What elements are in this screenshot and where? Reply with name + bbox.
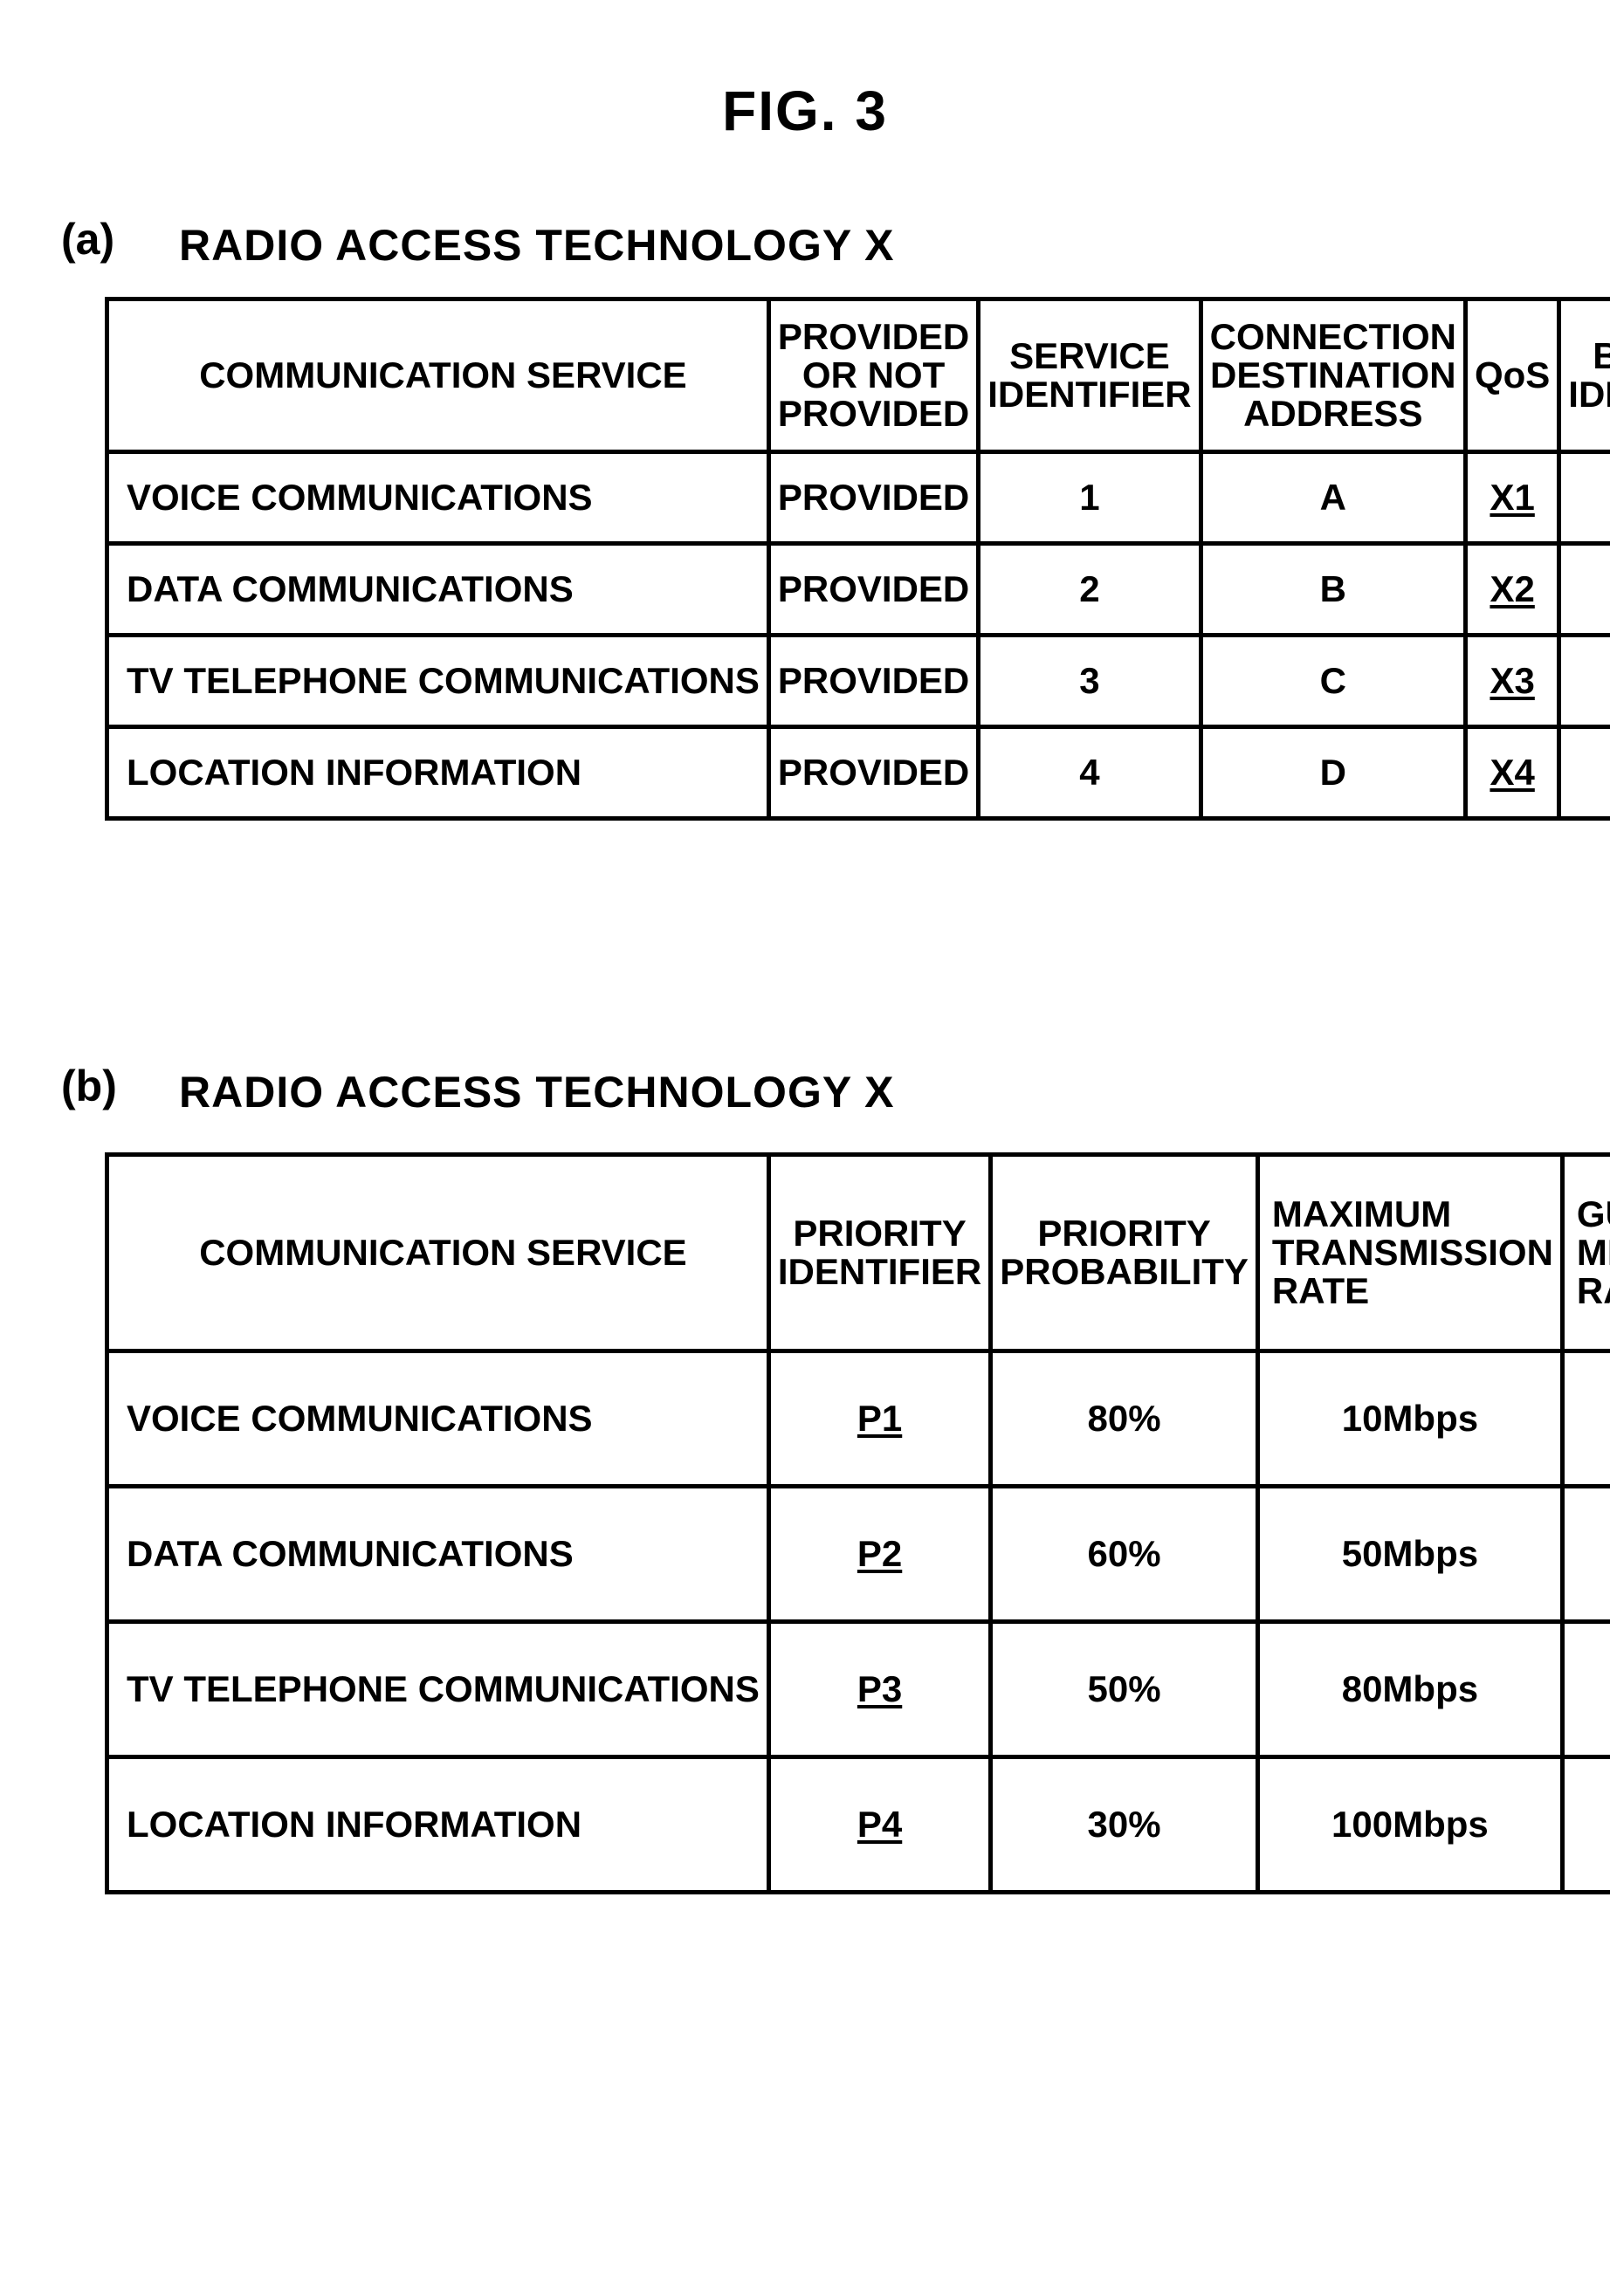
cell-maxrate: 80Mbps <box>1257 1622 1562 1757</box>
section-a-heading: RADIO ACCESS TECHNOLOGY X <box>179 220 895 271</box>
figure-title: FIG. 3 <box>0 79 1610 143</box>
cell-minrate: 5Mbps <box>1562 1351 1610 1487</box>
table-a-header-row: COMMUNICATION SERVICE PROVIDED OR NOT PR… <box>107 299 1610 452</box>
cell-priorityid: P3 <box>768 1622 990 1757</box>
cell-maxrate: 10Mbps <box>1257 1351 1562 1487</box>
cell-qos: X4 <box>1465 727 1558 819</box>
cell-qos: X3 <box>1465 636 1558 727</box>
section-b-label: (b) <box>61 1061 117 1111</box>
cell-provided: PROVIDED <box>768 636 978 727</box>
cell-service: TV TELEPHONE COMMUNICATIONS <box>107 1622 769 1757</box>
col-header-minrate: GUARANTEED MINIMUM RATE <box>1562 1155 1610 1351</box>
cell-bearer: B3 <box>1559 636 1610 727</box>
col-header-connaddr: CONNECTION DESTINATION ADDRESS <box>1201 299 1465 452</box>
col-header-qos: QoS <box>1465 299 1558 452</box>
table-b-wrap: COMMUNICATION SERVICE PRIORITY IDENTIFIE… <box>105 1152 1610 1894</box>
cell-provided: PROVIDED <box>768 544 978 636</box>
table-row: VOICE COMMUNICATIONS P1 80% 10Mbps 5Mbps <box>107 1351 1610 1487</box>
cell-service: LOCATION INFORMATION <box>107 727 769 819</box>
table-a: COMMUNICATION SERVICE PROVIDED OR NOT PR… <box>105 297 1610 821</box>
col-header-priorityid: PRIORITY IDENTIFIER <box>768 1155 990 1351</box>
col-header-service: COMMUNICATION SERVICE <box>107 299 769 452</box>
section-b-heading: RADIO ACCESS TECHNOLOGY X <box>179 1067 895 1117</box>
col-header-provided: PROVIDED OR NOT PROVIDED <box>768 299 978 452</box>
figure-page: FIG. 3 (a) RADIO ACCESS TECHNOLOGY X COM… <box>0 0 1610 2296</box>
cell-provided: PROVIDED <box>768 727 978 819</box>
section-a-label: (a) <box>61 214 114 265</box>
cell-minrate: 10Mbps <box>1562 1487 1610 1622</box>
table-row: LOCATION INFORMATION PROVIDED 4 D X4 B4 … <box>107 727 1610 819</box>
cell-connaddr: B <box>1201 544 1465 636</box>
cell-qos: X1 <box>1465 452 1558 544</box>
cell-bearer: B4 <box>1559 727 1610 819</box>
cell-service: DATA COMMUNICATIONS <box>107 1487 769 1622</box>
cell-bearer: B1 <box>1559 452 1610 544</box>
cell-connaddr: C <box>1201 636 1465 727</box>
table-row: LOCATION INFORMATION P4 30% 100Mbps 50Mb… <box>107 1757 1610 1893</box>
cell-serviceid: 2 <box>979 544 1201 636</box>
cell-service: LOCATION INFORMATION <box>107 1757 769 1893</box>
cell-bearer: B2 <box>1559 544 1610 636</box>
cell-priorityprob: 80% <box>991 1351 1258 1487</box>
cell-service: TV TELEPHONE COMMUNICATIONS <box>107 636 769 727</box>
cell-priorityid: P2 <box>768 1487 990 1622</box>
col-header-service: COMMUNICATION SERVICE <box>107 1155 769 1351</box>
table-row: DATA COMMUNICATIONS PROVIDED 2 B X2 B2 L… <box>107 544 1610 636</box>
table-row: TV TELEPHONE COMMUNICATIONS PROVIDED 3 C… <box>107 636 1610 727</box>
cell-service: DATA COMMUNICATIONS <box>107 544 769 636</box>
cell-service: VOICE COMMUNICATIONS <box>107 452 769 544</box>
col-header-bearer: BEARER IDENTIFIER <box>1559 299 1610 452</box>
cell-serviceid: 4 <box>979 727 1201 819</box>
cell-priorityprob: 50% <box>991 1622 1258 1757</box>
cell-minrate: 30Mbps <box>1562 1622 1610 1757</box>
cell-connaddr: D <box>1201 727 1465 819</box>
cell-priorityprob: 60% <box>991 1487 1258 1622</box>
cell-qos: X2 <box>1465 544 1558 636</box>
table-row: TV TELEPHONE COMMUNICATIONS P3 50% 80Mbp… <box>107 1622 1610 1757</box>
table-row: VOICE COMMUNICATIONS PROVIDED 1 A X1 B1 … <box>107 452 1610 544</box>
col-header-priorityprob: PRIORITY PROBABILITY <box>991 1155 1258 1351</box>
col-header-maxrate: MAXIMUM TRANSMISSION RATE <box>1257 1155 1562 1351</box>
cell-priorityid: P4 <box>768 1757 990 1893</box>
cell-connaddr: A <box>1201 452 1465 544</box>
cell-minrate: 50Mbps <box>1562 1757 1610 1893</box>
cell-priorityid: P1 <box>768 1351 990 1487</box>
cell-maxrate: 50Mbps <box>1257 1487 1562 1622</box>
cell-priorityprob: 30% <box>991 1757 1258 1893</box>
table-row: DATA COMMUNICATIONS P2 60% 50Mbps 10Mbps <box>107 1487 1610 1622</box>
cell-maxrate: 100Mbps <box>1257 1757 1562 1893</box>
table-b: COMMUNICATION SERVICE PRIORITY IDENTIFIE… <box>105 1152 1610 1894</box>
cell-provided: PROVIDED <box>768 452 978 544</box>
table-a-wrap: COMMUNICATION SERVICE PROVIDED OR NOT PR… <box>105 297 1610 821</box>
cell-serviceid: 3 <box>979 636 1201 727</box>
cell-service: VOICE COMMUNICATIONS <box>107 1351 769 1487</box>
cell-serviceid: 1 <box>979 452 1201 544</box>
col-header-serviceid: SERVICE IDENTIFIER <box>979 299 1201 452</box>
table-b-header-row: COMMUNICATION SERVICE PRIORITY IDENTIFIE… <box>107 1155 1610 1351</box>
